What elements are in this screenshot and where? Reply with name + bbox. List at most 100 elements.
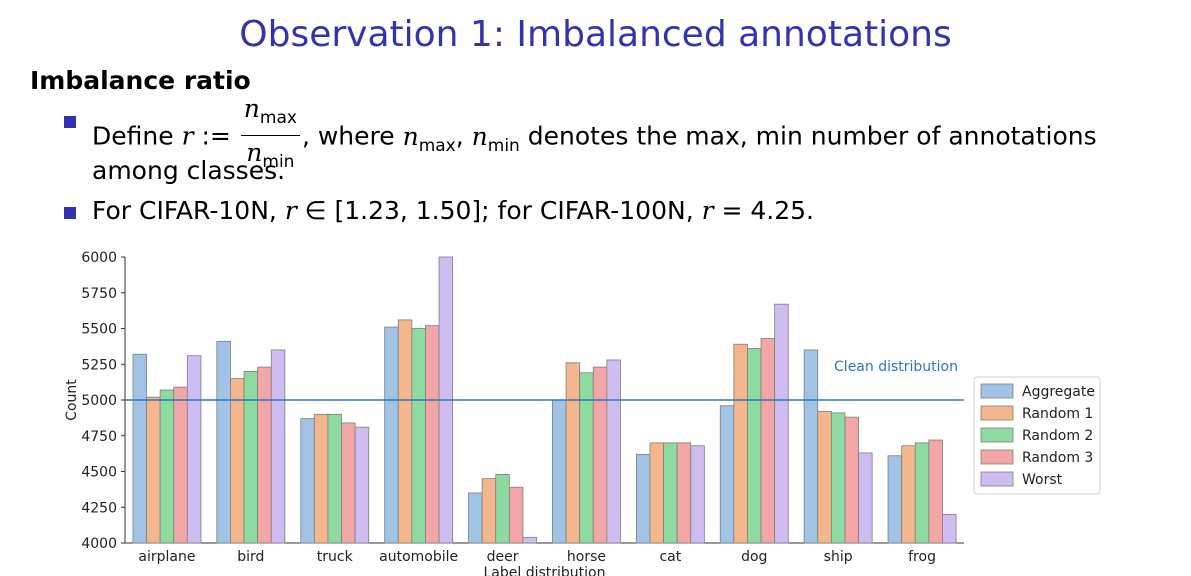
x-tick-label: dog [741,549,767,565]
legend-label-aggregate: Aggregate [1022,384,1095,400]
legend-label-random-1: Random 1 [1022,406,1093,422]
x-tick-label: deer [487,549,519,565]
bar-random-1-deer [481,478,497,544]
bar-random-1-horse [565,362,581,544]
bar-random-1-airplane [146,396,161,544]
bar-aggregate-ship [803,349,819,544]
bar-random-3-cat [676,442,692,544]
bar-random-3-horse [592,366,608,544]
legend-label-random-3: Random 3 [1022,450,1093,466]
x-tick-label: horse [567,549,606,565]
bullet-2: For CIFAR-10N, r ∈ [1.23, 1.50]; for CIF… [92,196,814,226]
legend-label-random-2: Random 2 [1022,428,1093,444]
bar-worst-truck [354,426,370,544]
n-max-sub: max [418,135,456,156]
bar-random-3-frog [928,439,943,544]
bar-aggregate-horse [552,399,567,544]
bar-aggregate-dog [719,405,735,544]
bar-aggregate-truck [300,418,315,544]
bullet-2-elem: ∈ [1.23, 1.50]; for CIFAR-100N, [304,196,694,225]
bar-random-2-truck [327,413,342,544]
bullet-marker-2 [64,207,76,219]
bar-worst-horse [606,359,621,544]
bar-random-2-bird [243,370,259,544]
bar-random-3-automobile [425,325,440,544]
frac-den: n [246,138,263,167]
bullet-2-eq: = 4.25. [721,196,815,225]
legend-label-worst: Worst [1022,472,1063,488]
y-tick-label: 5250 [81,357,117,373]
bar-random-2-horse [579,372,594,544]
bar-random-1-frog [901,445,916,544]
bar-worst-cat [690,445,705,544]
x-tick-label: cat [659,549,681,565]
bar-random-1-ship [817,411,832,544]
bar-worst-frog [942,514,957,544]
bar-random-3-truck [341,422,356,544]
bar-worst-deer [522,536,537,544]
bar-aggregate-frog [887,455,903,544]
x-tick-label: truck [317,549,354,565]
frac-num-sub: max [259,108,297,128]
bar-worst-airplane [186,355,202,544]
bullet-1-r: r [181,121,194,151]
bar-random-1-bird [230,378,245,544]
x-tick-label: frog [908,549,936,565]
bar-aggregate-deer [468,492,483,544]
bullet-marker-1 [64,116,76,128]
bullet-2-r1: r [284,196,297,225]
legend-swatch-random-2 [980,427,1014,443]
y-tick-label: 4750 [81,429,117,445]
section-heading: Imbalance ratio [30,66,251,95]
legend-swatch-random-1 [980,405,1014,421]
bar-random-2-dog [747,348,762,544]
bullet-2-text1: For CIFAR-10N, [92,196,277,225]
bar-random-3-airplane [173,386,188,544]
bar-random-2-frog [914,442,930,544]
y-tick-label: 6000 [81,250,117,266]
legend-swatch-aggregate [980,383,1014,399]
ratio-fraction: nmax nmin [240,94,300,177]
bar-random-2-ship [830,412,846,544]
x-tick-label: airplane [138,549,195,565]
bar-random-3-deer [508,486,524,544]
frac-num: n [243,94,260,123]
frac-den-sub: min [262,152,295,172]
x-tick-label: ship [824,549,853,565]
bullet-1: Define r := nmax nmin , where nmax, nmin… [92,94,1152,179]
bullet-1-rest: denotes the max, min number of annotatio… [527,121,1097,151]
legend-swatch-random-3 [980,449,1014,465]
bar-random-3-ship [844,416,859,544]
bar-random-3-dog [760,338,776,544]
bar-random-1-cat [649,442,664,544]
bar-worst-bird [270,349,286,544]
bullet-1-line2: among classes. [92,156,286,185]
x-tick-label: automobile [379,549,458,565]
x-tick-label: bird [237,549,264,565]
n-min: nmin [471,121,520,156]
bar-random-1-automobile [397,319,413,544]
n-max: nmax [402,121,456,156]
x-axis-label: Label distribution [483,565,605,576]
bar-worst-dog [774,303,789,544]
bar-random-2-deer [495,473,510,544]
bullet-1-where: , where [301,121,395,151]
bar-worst-ship [858,452,873,544]
bar-random-2-cat [663,442,678,544]
bullet-1-define: Define [92,121,174,151]
bar-aggregate-cat [635,453,651,544]
n-min-sub: min [487,135,520,156]
n-comma: , [455,121,464,151]
bar-random-1-truck [313,413,329,544]
bullet-1-assign: := [201,121,231,151]
bar-random-1-dog [733,343,748,544]
y-tick-label: 5000 [81,393,117,409]
bar-aggregate-automobile [384,326,399,544]
y-tick-label: 5500 [81,322,117,338]
bar-random-3-bird [257,366,272,544]
legend-swatch-worst [980,471,1014,487]
bar-random-2-automobile [411,328,426,544]
bullet-2-r2: r [701,196,714,225]
y-tick-label: 5750 [81,286,117,302]
